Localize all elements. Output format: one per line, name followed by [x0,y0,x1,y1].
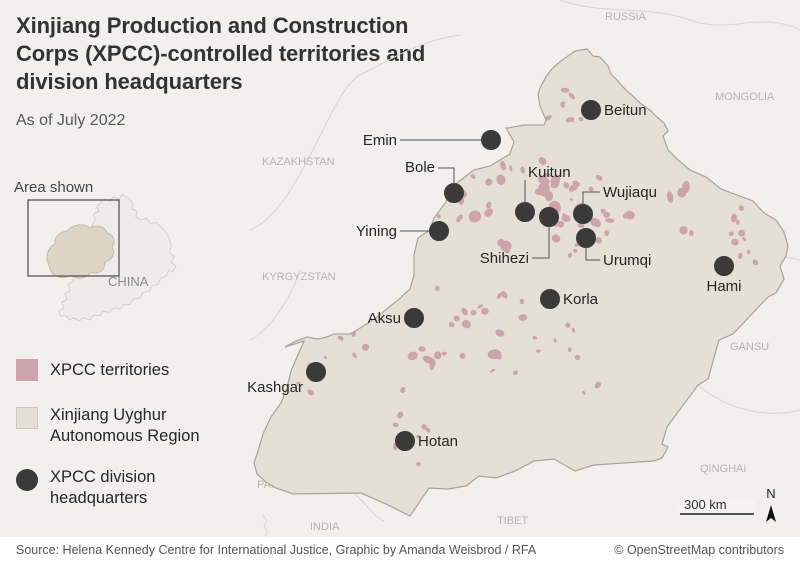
svg-text:Area shown: Area shown [14,179,93,196]
